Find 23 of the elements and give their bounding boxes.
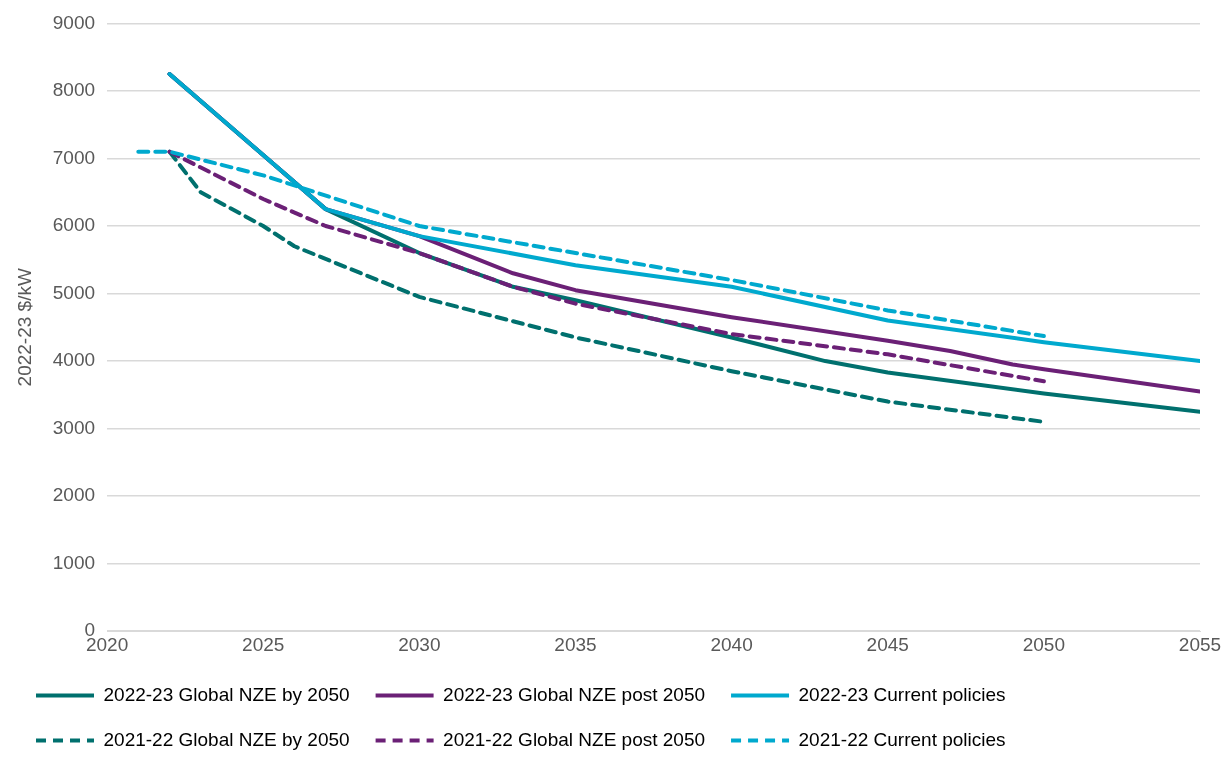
- y-tick-label: 6000: [52, 214, 96, 236]
- legend-label: 2022-23 Global NZE post 2050: [443, 683, 706, 705]
- y-tick-label: 5000: [52, 281, 96, 303]
- y-tick-label: 4000: [52, 349, 96, 371]
- y-axis-title: 2022-23 $/kW: [13, 268, 35, 387]
- x-tick-label: 2055: [1178, 633, 1222, 655]
- legend-label: 2021-22 Current policies: [798, 728, 1006, 750]
- x-tick-label: 2050: [1022, 633, 1066, 655]
- legend-label: 2021-22 Global NZE post 2050: [443, 728, 706, 750]
- x-tick-label: 2025: [242, 633, 285, 655]
- y-tick-label: 1000: [52, 551, 96, 573]
- y-tick-label: 7000: [52, 146, 96, 168]
- y-tick-label: 9000: [52, 11, 96, 33]
- x-tick-label: 2030: [398, 633, 441, 655]
- legend-label: 2021-22 Global NZE by 2050: [103, 728, 350, 750]
- x-tick-label: 2045: [866, 633, 909, 655]
- y-tick-label: 2000: [52, 484, 96, 506]
- x-tick-label: 2035: [554, 633, 597, 655]
- y-tick-label: 3000: [52, 416, 96, 438]
- x-tick-label: 2040: [710, 633, 753, 655]
- legend-label: 2022-23 Global NZE by 2050: [103, 683, 350, 705]
- y-tick-label: 8000: [52, 79, 96, 101]
- legend-label: 2022-23 Current policies: [798, 683, 1006, 705]
